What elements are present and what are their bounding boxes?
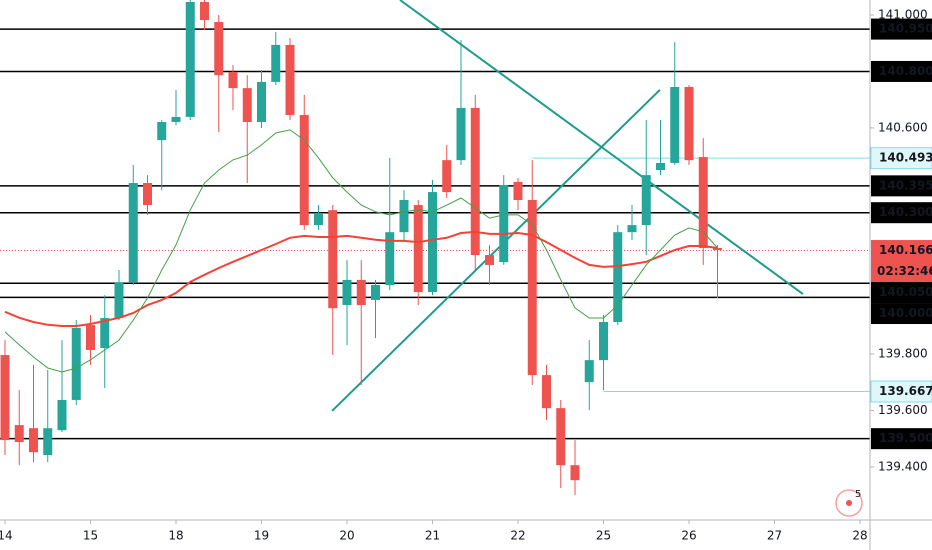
x-tick-label: 28	[852, 529, 867, 543]
candle-body	[57, 399, 67, 431]
candle-body	[114, 282, 124, 319]
candle-body	[128, 183, 138, 283]
candle-body	[29, 428, 38, 453]
candle-body	[570, 465, 580, 481]
candle-body	[228, 72, 238, 89]
level-label: 140.800	[879, 64, 932, 78]
candle-body	[670, 86, 680, 163]
highlight-level-label-box	[870, 380, 932, 403]
level-label: 140.050	[879, 285, 932, 299]
countdown-label: 02:32:46	[877, 264, 932, 278]
badge-dot	[846, 500, 852, 506]
level-label: 140.950	[879, 22, 932, 36]
candle-body	[556, 408, 566, 466]
level-label: 140.395	[879, 178, 932, 192]
candle-body	[627, 225, 637, 233]
candle-body	[214, 22, 224, 76]
candle-body	[456, 107, 466, 161]
candle-body	[513, 181, 523, 200]
y-tick-label: 139.600	[878, 403, 928, 417]
y-tick-label: 141.000	[878, 7, 928, 21]
level-label-box	[871, 202, 932, 224]
candle-body	[86, 325, 95, 350]
level-label-box	[871, 303, 932, 325]
y-tick-label: 139.400	[878, 459, 928, 473]
x-tick-label: 14	[0, 529, 13, 543]
x-tick-label: 15	[83, 529, 98, 543]
candle-body	[71, 327, 81, 400]
candle-body	[371, 284, 380, 300]
candle-body	[242, 88, 252, 123]
plot-area	[0, 0, 870, 496]
highlight-level-label: 139.667	[879, 384, 932, 398]
candle-body	[713, 247, 722, 250]
level-label-box	[871, 60, 932, 82]
candle-body	[285, 44, 295, 115]
last-price-label-box	[871, 240, 932, 283]
candle-body	[143, 183, 152, 206]
candle-body	[43, 428, 53, 456]
level-label: 139.500	[879, 431, 932, 445]
last-price-label: 140.166	[879, 243, 932, 257]
candle-body	[485, 255, 494, 265]
candle-body	[527, 199, 537, 376]
candle-body	[171, 116, 181, 123]
candle-body	[542, 375, 551, 409]
candle-body	[399, 199, 409, 233]
candle-body	[299, 114, 309, 226]
level-label-box	[871, 175, 932, 197]
y-tick-label: 139.800	[878, 346, 928, 360]
y-tick-label: 140.600	[878, 120, 928, 134]
candle-body	[257, 81, 266, 123]
badge-count: 5	[855, 489, 861, 500]
candle-body	[684, 86, 694, 161]
level-label-box	[871, 282, 932, 304]
trend-line	[331, 89, 661, 412]
candle-body	[14, 425, 24, 443]
candle-body	[185, 1, 195, 117]
candle-body	[428, 192, 437, 293]
x-tick-label: 21	[425, 529, 440, 543]
level-label: 140.300	[879, 205, 932, 219]
candle-body	[413, 205, 423, 293]
candle-body	[200, 1, 209, 21]
moving-average	[4, 129, 718, 373]
x-tick-label: 18	[168, 529, 183, 543]
level-label-box	[871, 18, 932, 40]
candle-body	[641, 175, 651, 226]
level-label: 140.000	[879, 306, 932, 320]
candle-body	[271, 44, 281, 82]
candle-body	[613, 232, 623, 322]
candle-body	[470, 107, 480, 256]
moving-average	[4, 230, 718, 327]
x-tick-label: 27	[767, 529, 782, 543]
x-tick-label: 20	[339, 529, 354, 543]
axes: 14 15 18 19 20 21 22 25 26 27 28 141.000 140.600 139.…	[0, 7, 932, 543]
candle-body	[599, 321, 608, 361]
x-tick-label: 19	[254, 529, 269, 543]
candle-body	[656, 162, 665, 171]
level-label-box	[871, 428, 932, 450]
candle-body	[328, 210, 338, 309]
candle-body	[442, 160, 452, 193]
candle-body	[698, 157, 708, 248]
x-tick-label: 22	[510, 529, 525, 543]
candle-body	[157, 122, 167, 141]
candle-body	[100, 318, 110, 348]
candle-body	[584, 360, 594, 383]
candle-body	[385, 232, 395, 285]
candle-body	[356, 279, 366, 306]
highlight-level-label-box	[870, 147, 932, 170]
highlight-level-label: 140.493	[879, 151, 932, 165]
x-tick-label: 25	[596, 529, 611, 543]
candle-body	[314, 212, 323, 226]
candle-body	[0, 355, 10, 441]
candle-body	[342, 279, 352, 306]
candle-body	[499, 185, 509, 263]
x-tick-label: 26	[681, 529, 696, 543]
